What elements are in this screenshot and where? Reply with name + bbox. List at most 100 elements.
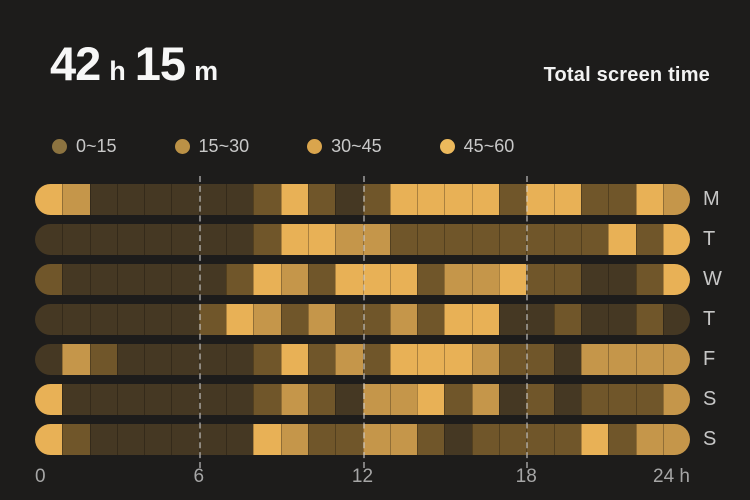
legend-label: 45~60 <box>463 136 515 156</box>
hour-cell <box>662 224 690 255</box>
hour-cell <box>226 384 254 415</box>
day-label: T <box>703 228 716 250</box>
hour-cell <box>608 344 636 375</box>
hour-cell <box>608 424 636 455</box>
hour-cell <box>444 304 472 335</box>
hour-cell <box>62 424 90 455</box>
hour-cell <box>417 304 445 335</box>
hour-cell <box>226 224 254 255</box>
chart-title: Total screen time <box>543 64 710 86</box>
hour-cell <box>35 304 63 335</box>
hour-cell <box>35 184 63 215</box>
x-tick-12: 12 <box>351 466 374 487</box>
hour-cell <box>198 304 227 335</box>
hour-cell <box>226 304 254 335</box>
hour-cell <box>171 184 199 215</box>
hour-cell <box>89 184 117 215</box>
hour-cell <box>389 424 418 455</box>
hour-cell <box>362 264 390 295</box>
hour-cell <box>280 264 308 295</box>
hour-cell <box>89 264 117 295</box>
hour-cell <box>608 184 636 215</box>
hour-cell <box>335 304 363 335</box>
hour-cell <box>253 344 281 375</box>
legend-dot-icon <box>307 139 323 154</box>
total-hours-unit: h <box>109 56 126 86</box>
hour-cell <box>335 424 363 455</box>
hour-cell <box>62 264 90 295</box>
hour-cell <box>144 344 172 375</box>
hour-cell <box>144 304 172 335</box>
hour-cell <box>444 264 472 295</box>
day-label: F <box>703 348 716 370</box>
hour-cell <box>198 184 227 215</box>
hour-cell <box>116 264 145 295</box>
hour-cell <box>335 344 363 375</box>
hour-cell <box>444 424 472 455</box>
hour-cell <box>280 344 308 375</box>
hour-cell <box>362 384 390 415</box>
hour-cell <box>553 224 581 255</box>
hour-cell <box>471 344 500 375</box>
hour-cell <box>389 264 418 295</box>
day-label: M <box>703 188 720 210</box>
hour-cell <box>444 344 472 375</box>
hour-cell <box>635 424 663 455</box>
total-minutes-unit: m <box>194 56 219 86</box>
hour-cell <box>662 264 690 295</box>
hour-cell <box>280 224 308 255</box>
hour-cell <box>307 424 336 455</box>
hour-cell <box>171 344 199 375</box>
hour-cell <box>635 224 663 255</box>
hour-cell <box>417 184 445 215</box>
hour-cell <box>580 184 609 215</box>
legend-label: 0~15 <box>76 136 117 156</box>
x-tick-0: 0 <box>35 466 46 487</box>
legend-item: 15~30 <box>174 136 250 157</box>
hour-cell <box>171 384 199 415</box>
hour-cell <box>580 424 609 455</box>
hour-cell <box>144 264 172 295</box>
hour-cell <box>662 304 690 335</box>
hour-cell <box>198 264 227 295</box>
hour-cell <box>35 424 63 455</box>
hour-cell <box>307 384 336 415</box>
hour-cell <box>62 384 90 415</box>
hour-cell <box>35 384 63 415</box>
x-tick-6: 6 <box>193 466 205 487</box>
legend-label: 15~30 <box>198 136 250 156</box>
hour-cell <box>444 224 472 255</box>
legend-dot-icon <box>439 139 455 154</box>
hour-cell <box>526 264 554 295</box>
hour-cell <box>553 264 581 295</box>
hour-cell <box>608 384 636 415</box>
hour-cell <box>471 224 500 255</box>
hour-cell <box>89 224 117 255</box>
hour-cell <box>171 224 199 255</box>
hour-cell <box>608 264 636 295</box>
hour-cell <box>307 184 336 215</box>
hour-cell <box>553 184 581 215</box>
hour-cell <box>253 304 281 335</box>
hour-cell <box>89 304 117 335</box>
hour-cell <box>417 224 445 255</box>
hour-cell <box>35 264 63 295</box>
hour-cell <box>526 304 554 335</box>
day-row-s-5 <box>35 384 690 415</box>
hour-cell <box>335 184 363 215</box>
total-minutes: 15 <box>134 37 186 90</box>
hour-cell <box>389 224 418 255</box>
hour-cell <box>307 344 336 375</box>
hour-cell <box>635 304 663 335</box>
hour-cell <box>662 424 690 455</box>
day-label: S <box>703 428 717 450</box>
hour-cell <box>198 384 227 415</box>
hour-cell <box>62 224 90 255</box>
hour-cell <box>198 344 227 375</box>
day-label: T <box>703 308 716 330</box>
hour-cell <box>526 184 554 215</box>
hour-cell <box>171 304 199 335</box>
hour-cell <box>389 184 418 215</box>
hour-cell <box>553 304 581 335</box>
